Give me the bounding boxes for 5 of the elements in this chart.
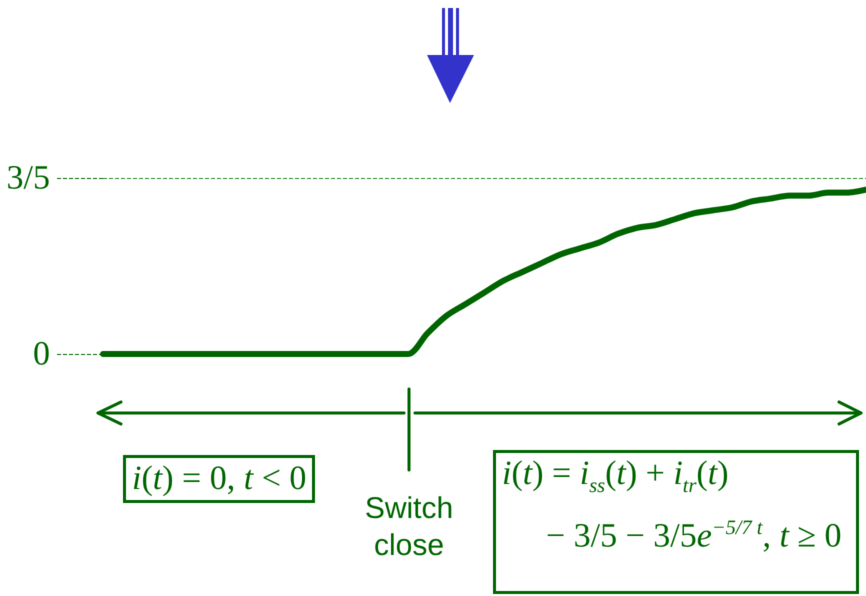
formula-box: i(t) = 0, t < 0: [123, 455, 316, 503]
text: Switch close: [364, 491, 454, 564]
y-tick-label: 3/5: [6, 160, 50, 196]
formula-box: i(t) = i$_{ss}$(t) + i$_{tr}$(t) − 3/5 − 3/5e$^{−5/7 t}$, t ≥ 0: [493, 450, 859, 594]
y-tick-label: 0: [33, 336, 50, 372]
